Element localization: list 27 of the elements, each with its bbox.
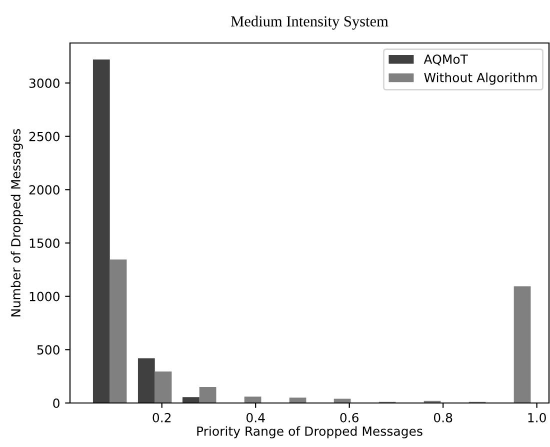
y-tick-label: 0: [53, 398, 60, 408]
bar: [92, 60, 110, 403]
legend-label: AQMoT: [424, 54, 468, 66]
x-tick-label: 0.2: [152, 412, 171, 422]
bar: [514, 286, 531, 403]
legend-label: Without Algorithm: [424, 72, 537, 85]
y-axis-title: Number of Dropped Messages: [10, 129, 23, 316]
bar: [138, 358, 155, 403]
y-tick-label: 500: [37, 345, 60, 355]
y-tick-label: 3000: [29, 78, 60, 88]
bar: [110, 260, 127, 403]
bar: [289, 398, 306, 403]
bar: [182, 397, 200, 403]
x-tick-label: 1.0: [528, 412, 546, 422]
y-tick-label: 2500: [29, 132, 60, 142]
bar: [199, 387, 216, 403]
x-axis-title: Priority Range of Dropped Messages: [197, 426, 422, 438]
x-tick-label: 0.4: [246, 412, 265, 422]
y-tick-label: 1000: [30, 292, 60, 302]
y-tick-label: 1500: [30, 238, 60, 248]
bar: [154, 372, 172, 403]
bar: [244, 396, 262, 403]
bar: [334, 398, 351, 403]
chart-title: Medium Intensity System: [231, 16, 388, 30]
x-tick-label: 0.6: [340, 412, 358, 422]
y-tick-label: 2000: [29, 185, 60, 195]
x-tick-label: 0.8: [434, 412, 452, 422]
